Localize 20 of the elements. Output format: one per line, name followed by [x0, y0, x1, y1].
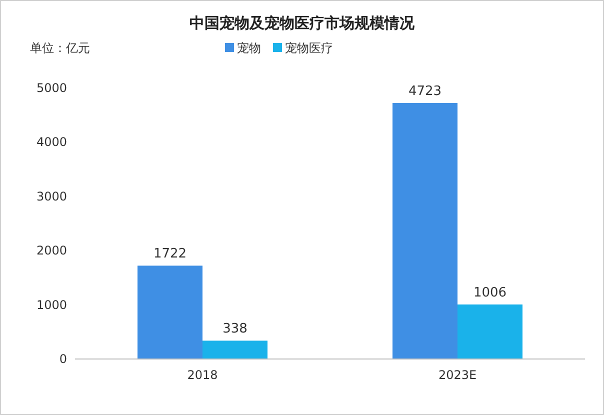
y-tick-label: 2000	[36, 244, 67, 258]
y-tick-label: 3000	[36, 189, 67, 204]
data-label: 4723	[408, 84, 442, 100]
x-tick-label: 2018	[187, 368, 218, 382]
x-tick-label: 2023E	[438, 368, 477, 382]
data-label: 338	[222, 322, 248, 337]
chart-title: 中国宠物及宠物医疗市场规模情况	[190, 14, 416, 32]
bar	[202, 340, 268, 359]
y-tick-label: 5000	[36, 81, 67, 95]
y-tick-label: 4000	[36, 135, 67, 150]
bar	[138, 266, 202, 359]
bar	[392, 103, 458, 359]
text: 单位：亿元	[30, 41, 90, 55]
y-tick-label: 0	[59, 352, 67, 366]
legend-label: 宠物	[237, 41, 261, 55]
legend-label: 宠物医疗	[285, 41, 333, 55]
bar	[458, 304, 522, 359]
data-label: 1006	[473, 285, 507, 300]
y-tick-label: 1000	[36, 298, 67, 312]
data-label: 1722	[153, 246, 187, 262]
